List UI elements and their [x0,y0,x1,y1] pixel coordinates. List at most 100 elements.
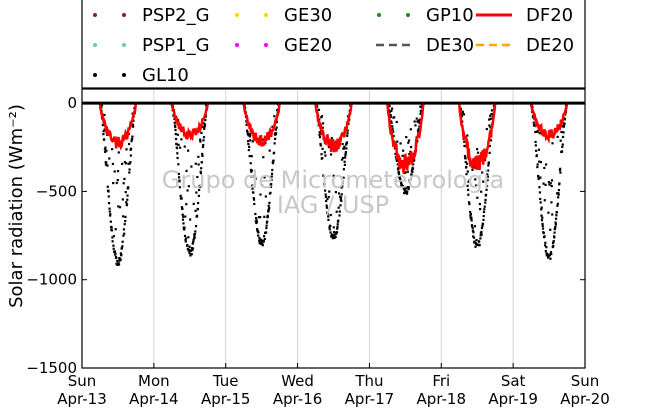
gl10-point [130,147,133,150]
gl10-point [484,201,487,204]
gl10-point [266,220,269,223]
gl10-point [199,172,203,175]
gl10-point [265,224,268,227]
legend-marker [93,73,97,77]
gl10-point [107,190,110,193]
gl10-point [329,213,332,217]
gl10-point [122,215,125,218]
gl10-point [102,133,105,136]
gl10-point [196,201,200,205]
x-tick-label-day: Tue [212,372,239,390]
gl10-point [117,205,120,208]
gl10-point [256,230,259,233]
gl10-point [178,176,181,179]
gl10-point [184,238,187,241]
gl10-point [342,176,345,179]
gl10-point [273,137,277,140]
gl10-point [190,253,193,256]
df20-line [314,102,353,153]
gl10-point [484,198,487,202]
gl10-point [472,235,475,238]
gl10-point [321,147,324,150]
gl10-point [340,186,343,189]
gl10-point [468,179,471,182]
x-tick-label-date: Apr-15 [201,390,251,408]
gl10-point [545,246,548,249]
gl10-point [562,124,566,127]
gl10-point [543,199,546,202]
gl10-point [550,252,553,256]
gl10-point [340,199,343,202]
legend: PSP2_G GE30 GP10 DF20 PSP1_G GE20 DE30 DE20 GL10 [81,0,586,89]
gl10-point [259,242,262,245]
grid-lines [153,89,514,368]
gl10-point [186,244,189,247]
gl10-point [329,224,332,228]
gl10-point [482,180,485,183]
gl10-point [490,113,493,116]
gl10-point [470,219,473,222]
gl10-point [553,227,557,230]
gl10-point [119,258,122,262]
gl10-point [194,209,197,212]
data-marks [98,102,569,266]
gl10-point [404,190,408,193]
gl10-point [338,214,341,217]
gl10-point [539,160,543,164]
gl10-point [561,125,564,128]
gl10-point [556,192,559,195]
gl10-point [273,115,276,118]
y-tick-label: −500 [36,182,77,200]
gl10-point [552,240,555,243]
gl10-point [254,212,257,216]
gl10-point [337,219,340,222]
gl10-point [265,227,268,230]
gl10-point [461,111,465,114]
gl10-point [127,186,130,189]
gl10-point [415,117,418,120]
gl10-point [343,147,346,150]
gl10-point [332,174,335,177]
gl10-point [104,163,108,166]
gl10-point [341,142,344,146]
gl10-point [406,190,409,193]
gl10-point [121,240,124,243]
y-tick-label: −1000 [26,271,77,289]
gl10-point [183,228,186,231]
gl10-point [321,122,325,125]
gl10-point [485,188,488,191]
legend-label: GL10 [142,65,189,86]
gl10-point [200,161,204,164]
gl10-point [246,131,249,134]
legend-marker [264,13,268,17]
gl10-point [474,184,478,187]
gl10-point [197,194,200,197]
gl10-point [330,137,333,140]
gl10-point [324,154,327,157]
gl10-point [544,183,547,186]
gl10-point [268,201,271,204]
gl10-point [486,179,489,182]
y-axis-label: Solar radiation (Wm⁻²) [6,104,27,308]
gl10-point [554,221,557,224]
df20-line [242,102,281,147]
gl10-point [128,162,131,165]
gl10-point [270,183,273,186]
gl10-point [319,142,322,146]
gl10-point [556,202,559,205]
gl10-point [485,184,489,188]
gl10-point [414,124,417,127]
gl10-point [255,221,258,224]
gl10-point [534,144,537,147]
gl10-point [103,138,106,141]
gl10-point [549,182,552,185]
gl10-point [174,128,177,132]
gl10-point [181,207,184,210]
gl10-point [129,154,132,157]
gl10-point [125,201,128,204]
gl10-point [462,113,466,116]
gl10-point [194,230,197,233]
gl10-point [252,198,256,201]
legend-label: DE20 [526,35,574,56]
gl10-point [558,169,562,172]
